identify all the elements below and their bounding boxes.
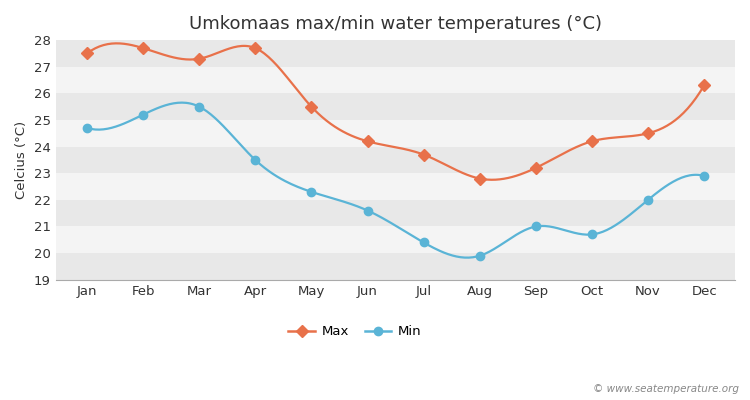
Min xyxy=(587,232,596,237)
Max xyxy=(419,152,428,157)
Bar xyxy=(56,93,735,120)
Max xyxy=(363,139,372,144)
Line: Min: Min xyxy=(82,102,708,260)
Bar xyxy=(56,120,735,147)
Max xyxy=(82,51,92,56)
Min xyxy=(82,126,92,130)
Max xyxy=(307,104,316,109)
Max xyxy=(587,139,596,144)
Title: Umkomaas max/min water temperatures (°C): Umkomaas max/min water temperatures (°C) xyxy=(189,15,602,33)
Min xyxy=(139,112,148,117)
Bar xyxy=(56,173,735,200)
Max xyxy=(251,46,260,50)
Bar xyxy=(56,40,735,67)
Min xyxy=(419,240,428,245)
Min xyxy=(531,224,540,229)
Max xyxy=(700,83,709,88)
Bar xyxy=(56,200,735,226)
Max xyxy=(531,166,540,170)
Min xyxy=(363,208,372,213)
Min xyxy=(307,190,316,194)
Bar xyxy=(56,147,735,173)
Max xyxy=(139,46,148,50)
Legend: Max, Min: Max, Min xyxy=(284,320,427,344)
Max xyxy=(476,176,484,181)
Y-axis label: Celcius (°C): Celcius (°C) xyxy=(15,121,28,199)
Min xyxy=(644,198,652,202)
Text: © www.seatemperature.org: © www.seatemperature.org xyxy=(592,384,739,394)
Min xyxy=(195,104,204,109)
Min xyxy=(251,158,260,162)
Bar xyxy=(56,226,735,253)
Min xyxy=(476,253,484,258)
Line: Max: Max xyxy=(82,44,708,183)
Bar xyxy=(56,67,735,93)
Max xyxy=(195,56,204,61)
Min xyxy=(700,174,709,178)
Max xyxy=(644,131,652,136)
Bar xyxy=(56,253,735,280)
